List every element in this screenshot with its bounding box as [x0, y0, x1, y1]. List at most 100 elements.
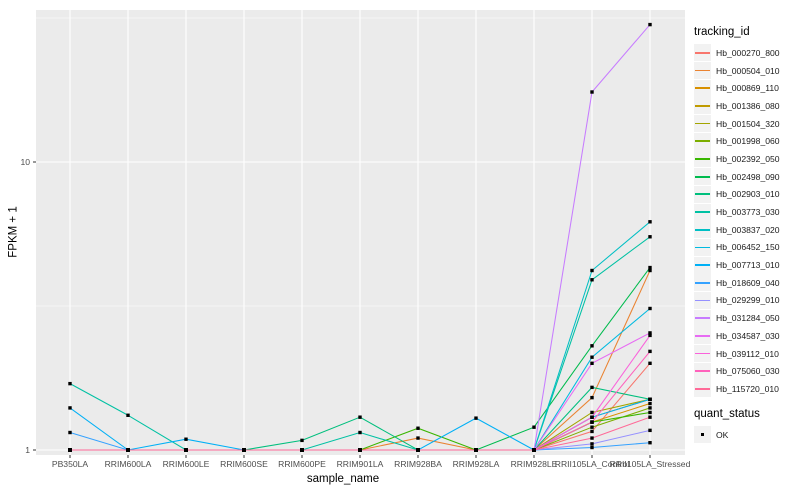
data-point [648, 401, 652, 406]
data-point [590, 90, 594, 94]
legend-item-label: Hb_000270_800 [716, 47, 780, 58]
legend-item-quant-ok: OK [694, 426, 800, 444]
legend-item-label: Hb_003773_030 [716, 207, 780, 218]
legend-key-icon [694, 327, 711, 345]
legend-line-swatch [695, 264, 710, 266]
data-point [532, 425, 536, 429]
legend-item-Hb_115720_010: Hb_115720_010 [694, 380, 800, 398]
legend-item-label: Hb_031284_050 [716, 313, 780, 324]
legend-item-label: Hb_007713_010 [716, 260, 780, 271]
data-point [474, 448, 478, 452]
legend-item-Hb_018609_040: Hb_018609_040 [694, 274, 800, 292]
x-tick-label-PB350LA: PB350LA [51, 459, 89, 469]
legend-item-label: OK [716, 429, 729, 440]
data-point [416, 436, 420, 440]
legend-quant-status-section: quant_status OK [694, 408, 800, 444]
legend-key-icon [694, 345, 711, 363]
data-point [648, 333, 652, 338]
data-point [68, 448, 72, 452]
legend-line-swatch [695, 158, 710, 160]
legend-line-swatch [695, 352, 710, 355]
legend-key-icon [694, 362, 711, 380]
legend-item-label: Hb_115720_010 [716, 383, 779, 394]
data-point [648, 428, 652, 433]
legend-item-Hb_001504_320: Hb_001504_320 [694, 115, 800, 133]
legend-tracking-items: Hb_000270_800 Hb_000504_010 Hb_000869_110 H… [694, 44, 800, 398]
data-point [474, 416, 478, 420]
quant-ok-key-icon [694, 426, 711, 444]
x-tick-label-RRIM928LA: RRIM928LA [452, 459, 500, 469]
data-point [358, 430, 362, 435]
data-point [590, 395, 594, 400]
x-axis-title: sample_name [306, 473, 380, 485]
data-point [416, 426, 420, 430]
legend-item-Hb_029299_010: Hb_029299_010 [694, 291, 800, 310]
data-point [68, 430, 72, 435]
legend-key-icon [694, 291, 711, 309]
legend-item-label: Hb_001386_080 [716, 100, 780, 111]
legend-item-label: Hb_000504_010 [716, 65, 780, 76]
legend-key-icon [694, 150, 711, 168]
data-point [590, 415, 594, 419]
legend-item-Hb_003837_020: Hb_003837_020 [694, 221, 800, 239]
data-point [590, 268, 594, 273]
legend-item-Hb_034587_030: Hb_034587_030 [694, 327, 800, 345]
data-point [590, 385, 594, 390]
x-tick-label-RRIM901LA: RRIM901LA [336, 459, 384, 469]
data-point [590, 344, 594, 348]
legend-key-icon [694, 185, 711, 203]
x-tick-label-RRIM600PE: RRIM600PE [278, 459, 326, 469]
x-tick-label-RRIM600SE: RRIM600SE [220, 459, 268, 469]
legend-item-Hb_002392_050: Hb_002392_050 [694, 150, 800, 168]
legend-line-swatch [695, 370, 710, 373]
legend-item-Hb_002498_090: Hb_002498_090 [694, 168, 800, 186]
data-point [590, 442, 594, 446]
legend-item-Hb_002903_010: Hb_002903_010 [694, 185, 800, 204]
legend-item-label: Hb_002903_010 [716, 189, 780, 200]
x-tick-label-RRIM600LA: RRIM600LA [104, 459, 152, 469]
data-point [648, 349, 652, 354]
legend-item-label: Hb_006452_150 [716, 242, 780, 253]
legend-item-label: Hb_001998_060 [716, 136, 780, 147]
legend-key-icon [694, 380, 711, 398]
data-point [648, 306, 652, 311]
x-tick-label-RRIM600LE: RRIM600LE [162, 459, 210, 469]
data-point [590, 410, 594, 415]
legend-item-Hb_039112_010: Hb_039112_010 [694, 345, 800, 363]
legend-line-swatch [695, 140, 710, 143]
legend-key-icon [694, 62, 711, 80]
data-point [242, 448, 246, 452]
legend-key-icon [694, 256, 711, 274]
legend-item-Hb_075060_030: Hb_075060_030 [694, 362, 800, 380]
legend-item-label: Hb_075060_030 [716, 366, 780, 377]
legend-line-swatch [695, 105, 710, 107]
legend-item-Hb_000504_010: Hb_000504_010 [694, 62, 800, 80]
legend-item-Hb_001386_080: Hb_001386_080 [694, 97, 800, 115]
legend-line-swatch [695, 281, 710, 284]
legend-line-swatch [695, 193, 710, 196]
legend-line-swatch [695, 317, 710, 320]
data-point [590, 425, 594, 429]
data-point [648, 406, 652, 410]
legend-line-swatch [695, 87, 710, 90]
data-point [590, 278, 594, 282]
legend-item-Hb_031284_050: Hb_031284_050 [694, 309, 800, 327]
legend-key-icon [694, 97, 711, 115]
data-point [648, 397, 652, 401]
legend-key-icon [694, 221, 711, 239]
data-point [184, 448, 188, 452]
legend-line-swatch [695, 334, 710, 337]
black-square-point-icon [700, 432, 705, 437]
y-axis-title: FPKM + 1 [7, 206, 20, 258]
legend-item-label: Hb_029299_010 [716, 295, 780, 306]
legend-key-icon [694, 79, 711, 97]
data-point [184, 437, 188, 441]
legend-line-swatch [695, 51, 710, 54]
x-tick-label-RRIM928LE: RRIM928LE [510, 459, 558, 469]
legend-line-swatch [695, 299, 710, 302]
legend-item-label: Hb_003837_020 [716, 224, 780, 235]
legend-item-Hb_001998_060: Hb_001998_060 [694, 132, 800, 150]
legend: tracking_id Hb_000270_800 Hb_000504_010 Hb… [694, 26, 800, 444]
